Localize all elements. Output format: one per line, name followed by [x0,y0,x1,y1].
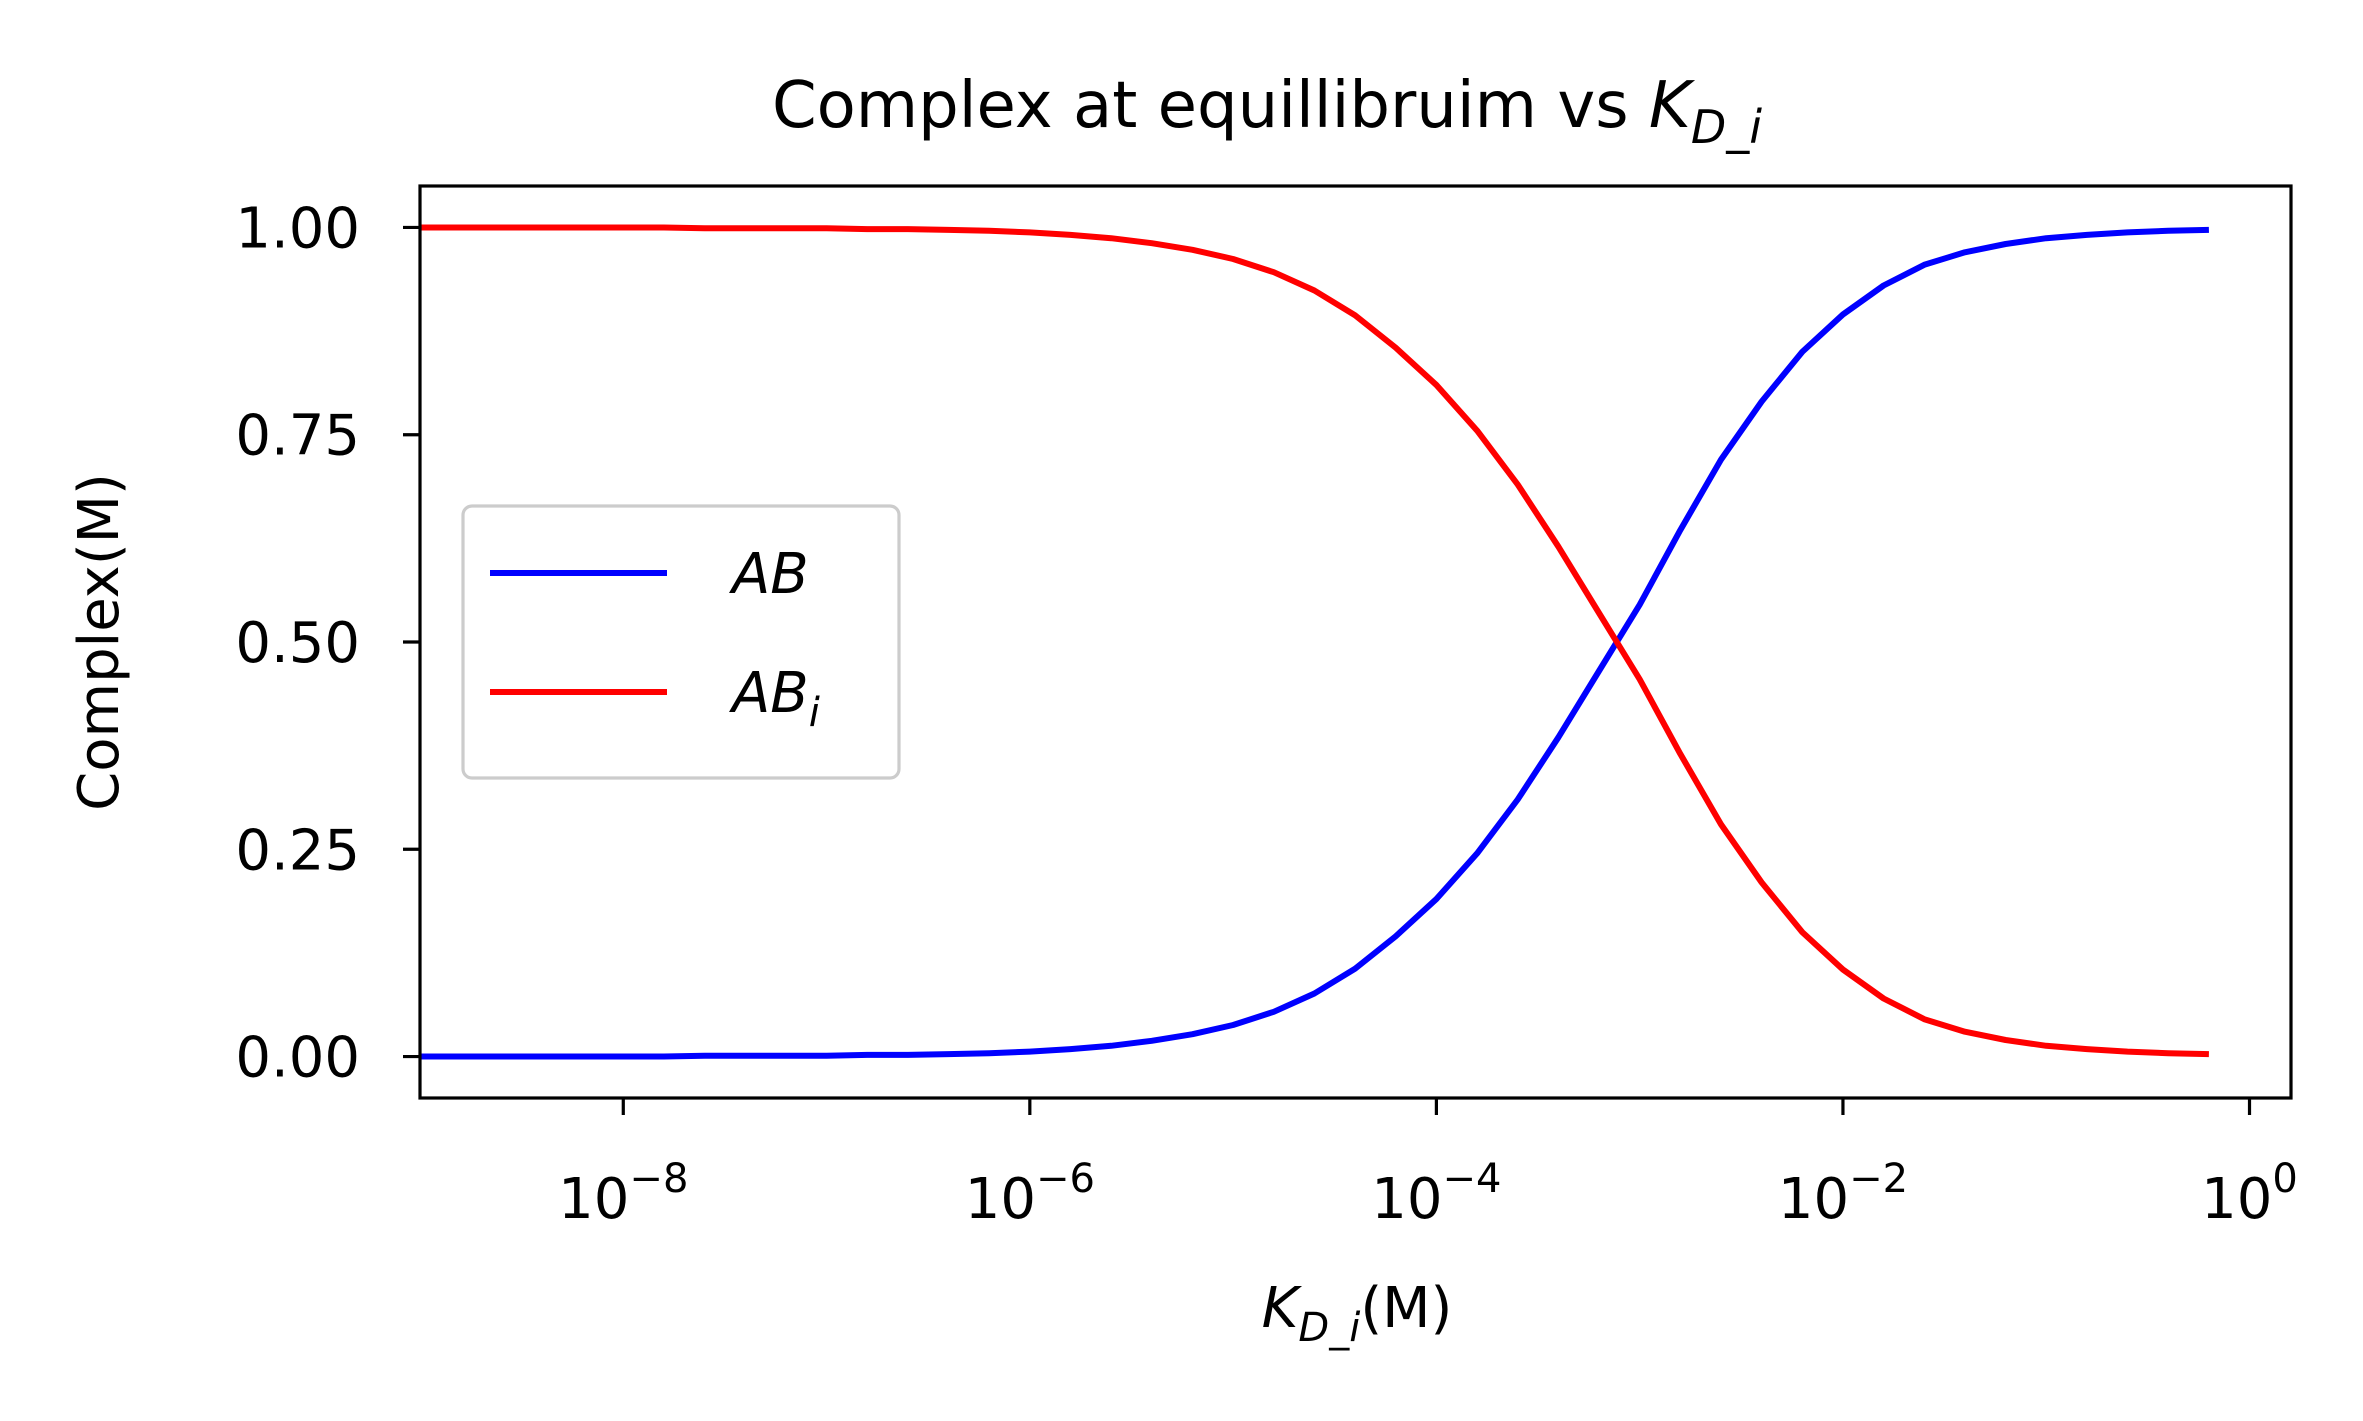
y-tick-label: 0.75 [235,404,360,469]
legend: AB ABi [461,504,901,780]
x-axis-label: KD_i(M) [1262,1276,1453,1351]
x-tick-label: 10−6 [965,1156,1095,1232]
legend-label: AB [729,542,809,607]
x-tick-label: 100 [2201,1156,2298,1232]
x-tick-label: 10−4 [1371,1156,1501,1232]
x-axis: 10−8 10−6 10−4 10−2 100 [558,1098,2298,1232]
y-axis-label: Complex(M) [67,473,132,811]
y-tick-label: 0.25 [235,818,360,883]
legend-frame [461,504,901,780]
chart-title: Complex at equillibruim vs KD_i [772,69,1762,154]
series-line-abi [420,224,2209,1058]
series-line-ab [420,226,2209,1060]
y-tick-label: 0.50 [235,611,360,676]
y-axis: 0.00 0.25 0.50 0.75 1.00 [235,196,420,1091]
x-tick-label: 10−2 [1778,1156,1908,1232]
y-tick-label: 1.00 [235,196,360,261]
x-tick-label: 10−8 [558,1156,688,1232]
y-tick-label: 0.00 [235,1026,360,1091]
legend-label: ABi [729,661,820,736]
